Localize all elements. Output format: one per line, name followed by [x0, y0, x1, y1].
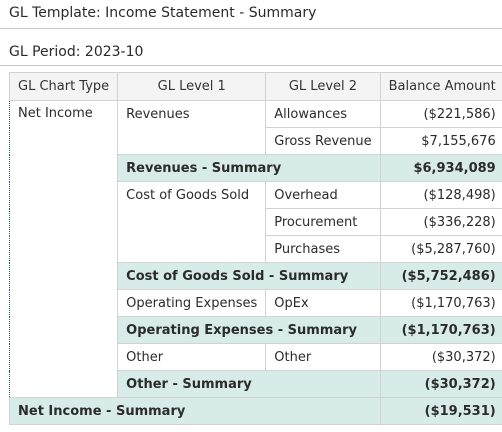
table-row: Gross Revenue $7,155,676	[10, 127, 502, 155]
level2-cell: Gross Revenue	[265, 127, 381, 155]
table-row: Operating Expenses OpEx ($1,170,763)	[10, 289, 502, 317]
divider	[0, 28, 502, 29]
grand-total-label: Net Income - Summary	[9, 397, 381, 425]
column-header-level2[interactable]: GL Level 2	[265, 72, 381, 101]
level1-cell: Operating Expenses	[117, 289, 267, 317]
grand-total-row: Net Income - Summary ($19,531)	[9, 397, 502, 425]
table-row: Procurement ($336,228)	[10, 208, 502, 236]
table-row: Cost of Goods Sold Overhead ($128,498)	[10, 181, 502, 209]
level2-cell: Allowances	[265, 100, 381, 128]
level2-cell: Procurement	[265, 208, 381, 236]
summary-label: Other - Summary	[117, 370, 381, 398]
level1-cell: Other	[117, 343, 267, 371]
summary-row: Other - Summary ($30,372)	[10, 370, 502, 398]
summary-row: Cost of Goods Sold - Summary ($5,752,486…	[10, 262, 502, 290]
amount-cell: ($5,287,760)	[379, 235, 502, 263]
table-row: Purchases ($5,287,760)	[10, 235, 502, 263]
level2-cell: Other	[265, 343, 381, 371]
summary-amount: ($5,752,486)	[379, 262, 502, 290]
amount-cell: ($1,170,763)	[379, 289, 502, 317]
level1-cell	[117, 235, 267, 263]
divider	[0, 65, 502, 66]
chart-type-cell[interactable]: Net Income	[8, 100, 119, 398]
summary-label: Operating Expenses - Summary	[117, 316, 381, 344]
summary-amount: $6,934,089	[379, 154, 502, 182]
template-title: GL Template: Income Statement - Summary	[9, 5, 317, 21]
summary-row: Revenues - Summary $6,934,089	[10, 154, 502, 182]
level2-cell: Overhead	[265, 181, 381, 209]
column-header-balance[interactable]: Balance Amount	[379, 72, 502, 101]
income-statement-table: GL Chart Type GL Level 1 GL Level 2 Bala…	[8, 72, 502, 425]
table-header-row: GL Chart Type GL Level 1 GL Level 2 Bala…	[8, 72, 502, 101]
level1-cell: Revenues	[117, 100, 267, 128]
amount-cell: ($336,228)	[379, 208, 502, 236]
column-header-chart-type[interactable]: GL Chart Type	[8, 72, 119, 101]
level2-cell: OpEx	[265, 289, 381, 317]
table-row: Other Other ($30,372)	[10, 343, 502, 371]
level2-cell: Purchases	[265, 235, 381, 263]
column-header-level1[interactable]: GL Level 1	[117, 72, 267, 101]
period-label: GL Period: 2023-10	[9, 44, 144, 60]
grand-total-amount: ($19,531)	[379, 397, 502, 425]
table-row: Net Income Revenues Allowances ($221,586…	[8, 100, 502, 398]
summary-amount: ($30,372)	[379, 370, 502, 398]
amount-cell: ($128,498)	[379, 181, 502, 209]
level1-cell: Cost of Goods Sold	[117, 181, 267, 209]
level1-cell	[117, 208, 267, 236]
amount-cell: $7,155,676	[379, 127, 502, 155]
amount-cell: ($221,586)	[379, 100, 502, 128]
summary-label: Revenues - Summary	[117, 154, 381, 182]
level1-cell	[117, 127, 267, 155]
summary-amount: ($1,170,763)	[379, 316, 502, 344]
amount-cell: ($30,372)	[379, 343, 502, 371]
summary-row: Operating Expenses - Summary ($1,170,763…	[10, 316, 502, 344]
summary-label: Cost of Goods Sold - Summary	[117, 262, 381, 290]
